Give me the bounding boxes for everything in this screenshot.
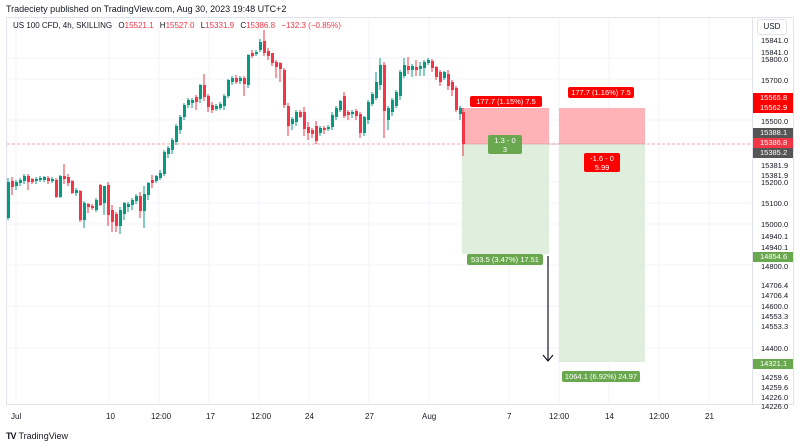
price-tag: 15565.8: [753, 93, 793, 103]
price-axis-label: 14226.0: [761, 402, 789, 411]
time-axis-label: 14: [605, 412, 614, 421]
price-axis-label: 15841.0: [761, 48, 789, 57]
price-axis-label: 14400.0: [761, 344, 789, 353]
price-axis-label: 14706.4: [761, 291, 789, 300]
time-axis-label: 21: [705, 412, 714, 421]
time-axis-label: 24: [305, 412, 314, 421]
position2-stop-zone: [559, 108, 645, 144]
price-axis-label: 15381.9: [761, 161, 789, 170]
time-axis-label: 12:00: [151, 412, 172, 421]
price-axis-label: 14940.1: [761, 243, 789, 252]
price-axis-label: 15200.0: [761, 178, 789, 187]
close-value: 15386.8: [246, 21, 276, 30]
position2-rr-label: -1.6 - 0 5.99: [584, 153, 620, 172]
position1-rr-label: 1.3 - 0 3: [488, 135, 522, 154]
price-axis-label: 15100.0: [761, 199, 789, 208]
position2-rr-line2: 5.99: [594, 163, 610, 172]
position2-target-label: 1064.1 (6.92%) 24.97: [562, 371, 640, 382]
price-axis-label: 15000.0: [761, 220, 789, 229]
gridlines: [7, 18, 752, 405]
price-axis-label: 15381.9: [761, 171, 789, 180]
price-axis-label: 14800.0: [761, 262, 789, 271]
price-tag: 15385.2: [753, 148, 793, 158]
price-tag: 14321.1: [753, 359, 793, 369]
position2-stop-label: 177.7 (1.16%) 7.5: [568, 87, 634, 98]
price-tag: 14854.6: [753, 252, 793, 262]
price-axis-label: 14600.0: [761, 302, 789, 311]
price-axis-label: 14706.4: [761, 281, 789, 290]
time-axis-label: 12:00: [649, 412, 670, 421]
price-tag: 15388.1: [753, 128, 793, 138]
price-axis-label: 14940.1: [761, 232, 789, 241]
price-axis-label: 14259.6: [761, 373, 789, 382]
price-axis-label: 14553.3: [761, 322, 789, 331]
price-axis-separator: [752, 17, 753, 405]
position1-rr-line2: 3: [502, 145, 508, 154]
high-value: 15527.0: [165, 21, 195, 30]
time-axis-label: 10: [106, 412, 115, 421]
chart-frame[interactable]: [6, 17, 794, 405]
currency-button[interactable]: USD: [757, 19, 787, 35]
tradingview-logo[interactable]: TV TradingView: [6, 431, 68, 441]
position1-target-zone: [462, 144, 549, 254]
symbol-legend[interactable]: US 100 CFD, 4h, SKILLING O15521.1 H15527…: [13, 21, 341, 30]
price-tag: 15386.8: [753, 138, 793, 148]
time-axis-label: Jul: [11, 412, 22, 421]
price-axis-label: 15500.0: [761, 117, 789, 126]
price-axis-label: 15700.0: [761, 76, 789, 85]
open-label: O: [118, 21, 125, 30]
tradingview-brand: TradingView: [18, 431, 69, 441]
time-axis-label: 27: [365, 412, 374, 421]
time-axis-label: 12:00: [251, 412, 272, 421]
price-axis-label: 14553.3: [761, 312, 789, 321]
price-axis-label: 15841.0: [761, 36, 789, 45]
symbol-name: US 100 CFD, 4h, SKILLING: [13, 21, 113, 30]
change-value: −132.3 (−0.85%): [281, 21, 341, 30]
open-value: 15521.1: [124, 21, 154, 30]
position2-rr-line1: -1.6 - 0: [590, 154, 614, 163]
tradingview-mark-icon: TV: [6, 431, 16, 441]
position2-target-zone: [559, 144, 645, 362]
time-axis-label: 17: [206, 412, 215, 421]
price-axis-label: 15800.0: [761, 55, 789, 64]
close-label: C: [240, 21, 247, 30]
time-axis-label: 12:00: [549, 412, 570, 421]
position1-rr-line1: 1.3 - 0: [494, 136, 516, 145]
low-label: L: [200, 21, 206, 30]
high-label: H: [159, 21, 166, 30]
price-axis-label: 14226.0: [761, 393, 789, 402]
time-axis-label: 7: [507, 412, 512, 421]
position1-stop-label: 177.7 (1.15%) 7.5: [470, 96, 542, 107]
time-axis-label: Aug: [422, 412, 437, 421]
low-value: 15331.9: [205, 21, 235, 30]
candles: [7, 30, 465, 234]
publisher-line: Tradeciety published on TradingView.com,…: [6, 4, 287, 14]
down-arrow-head: [542, 354, 554, 362]
position1-target-label: 533.5 (3.47%) 17.51: [467, 254, 543, 265]
price-axis-label: 14259.6: [761, 383, 789, 392]
price-tag: 15562.9: [753, 103, 793, 113]
